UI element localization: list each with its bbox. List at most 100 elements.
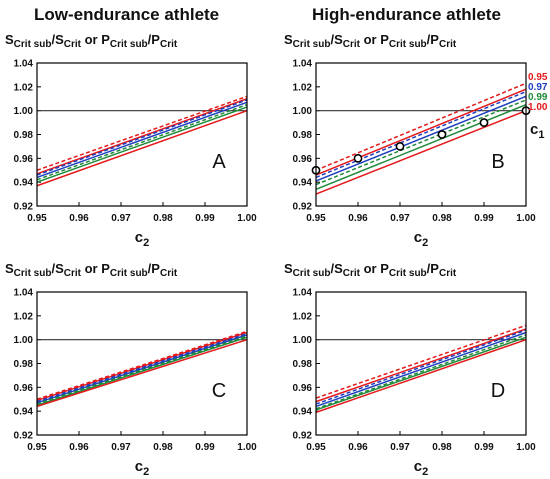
column-title-low-endurance: Low-endurance athlete <box>34 5 220 24</box>
series-line-c1_097-dashed <box>36 332 248 403</box>
x-tick-label: 0.96 <box>348 213 368 224</box>
y-axis-label-sub: Crit <box>160 39 178 50</box>
series-line-c1_097-dashed <box>315 329 527 405</box>
x-tick-label: 0.99 <box>474 213 494 224</box>
series-line-c1_099-dashed <box>36 335 248 405</box>
y-axis-label-sub: Crit <box>343 268 361 279</box>
y-axis-label-d: SCrit sub/SCrit or PCrit sub/PCrit <box>284 261 457 279</box>
panel-c: SCrit sub/SCrit or PCrit sub/PCrit 0.92 0.… <box>5 261 257 478</box>
y-tick-label: 1.00 <box>293 335 313 346</box>
y-axis-label-part: or P <box>81 261 110 276</box>
y-tick-label: 0.92 <box>293 431 313 442</box>
y-axis-label-part: /S <box>51 32 64 47</box>
series-line-c1_095-dashed <box>36 330 248 400</box>
x-tick-label: 0.96 <box>348 442 368 453</box>
x-tick-label: 0.97 <box>390 442 410 453</box>
y-tick-label: 0.98 <box>293 359 313 370</box>
y-tick-label: 0.92 <box>14 202 34 213</box>
y-tick-label: 0.96 <box>14 154 34 165</box>
x-axis-label-part: c <box>135 458 143 475</box>
y-axis-label-part: /P <box>427 32 440 47</box>
y-axis-label-part: /P <box>148 32 161 47</box>
series-line-c1_097-solid <box>36 334 248 404</box>
plot-frame-a <box>36 62 248 207</box>
panel-a: SCrit sub/SCrit or PCrit sub/PCrit0.920.… <box>5 32 257 249</box>
y-tick-label: 1.02 <box>293 82 313 93</box>
y-tick-label: 1.00 <box>14 335 34 346</box>
y-tick-label: 1.04 <box>293 59 313 70</box>
y-tick-label: 0.94 <box>293 407 313 418</box>
y-axis-label-sub: Crit sub <box>293 268 331 279</box>
x-tick-label: 0.99 <box>195 442 215 453</box>
series-line-c1_100-solid <box>36 338 248 408</box>
series-line-c1_099-dashed <box>315 99 527 186</box>
y-axis-label-part: S <box>5 32 14 47</box>
legend-item-095: 0.95 <box>528 72 548 83</box>
plot-frame-c <box>36 291 248 436</box>
x-tick-label: 0.99 <box>195 213 215 224</box>
series-line-c1_099-solid <box>315 104 527 191</box>
x-axis-label-part: c <box>414 458 422 475</box>
legend-title-part: c <box>530 121 538 138</box>
y-tick-label: 0.94 <box>293 178 313 189</box>
x-axis-label-d: c2 <box>414 458 428 478</box>
y-axis-label-sub: Crit sub <box>14 268 52 279</box>
x-axis-label-sub: 2 <box>143 466 149 478</box>
series-line-c1_100-solid <box>36 109 248 187</box>
x-tick-label: 0.99 <box>474 442 494 453</box>
y-axis-label-a: SCrit sub/SCrit or PCrit sub/PCrit <box>5 32 178 50</box>
y-tick-label: 0.96 <box>293 383 313 394</box>
legend-item-100: 1.00 <box>528 102 548 113</box>
x-tick-label: 0.95 <box>306 442 326 453</box>
x-tick-label: 0.98 <box>153 213 173 224</box>
y-tick-label: 0.98 <box>293 130 313 141</box>
panel-b: SCrit sub/SCrit or PCrit sub/PCrit0.920.… <box>284 32 548 249</box>
y-tick-label: 0.92 <box>14 431 34 442</box>
y-tick-label: 0.94 <box>14 407 34 418</box>
y-axis-label-sub: Crit sub <box>389 39 427 50</box>
x-tick-label: 1.00 <box>237 442 257 453</box>
x-axis-label-a: c2 <box>135 229 149 249</box>
panel-d: SCrit sub/SCrit or PCrit sub/PCrit0.920.… <box>284 261 536 478</box>
series-line-c1_099-dashed <box>36 104 248 181</box>
series-line-c1_100-solid <box>315 338 527 414</box>
y-axis-label-part: /S <box>51 261 64 276</box>
y-tick-label: 0.92 <box>293 202 313 213</box>
y-axis-label-sub: Crit <box>439 39 457 50</box>
y-axis-label-sub: Crit <box>160 268 178 279</box>
y-axis-label-part: or P <box>360 261 389 276</box>
y-axis-label-sub: Crit <box>64 268 82 279</box>
y-axis-label-sub: Crit <box>439 268 457 279</box>
y-tick-label: 1.00 <box>293 106 313 117</box>
x-tick-label: 0.98 <box>432 213 452 224</box>
series-line-c1_099-solid <box>36 106 248 183</box>
y-axis-label-part: /S <box>330 32 343 47</box>
x-axis-label-part: c <box>414 229 422 246</box>
series-line-c1_099-solid <box>315 336 527 411</box>
series-line-c1_097-solid <box>315 95 527 182</box>
x-axis-label-sub: 2 <box>422 466 428 478</box>
data-point <box>437 130 447 139</box>
x-tick-label: 0.95 <box>27 213 47 224</box>
panel-letter-b: B <box>491 151 504 173</box>
series-line-c1_099-solid <box>36 336 248 406</box>
y-tick-label: 0.96 <box>14 383 34 394</box>
y-axis-label-c: SCrit sub/SCrit or PCrit sub/PCrit <box>5 261 178 279</box>
y-axis-label-b: SCrit sub/SCrit or PCrit sub/PCrit <box>284 32 457 50</box>
plot-frame-b <box>315 62 527 207</box>
x-tick-label: 1.00 <box>516 442 536 453</box>
y-tick-label: 1.02 <box>14 311 34 322</box>
y-axis-label-sub: Crit <box>343 39 361 50</box>
data-point <box>395 142 405 151</box>
y-axis-label-sub: Crit sub <box>110 39 148 50</box>
x-tick-label: 0.95 <box>306 213 326 224</box>
legend-item-099: 0.99 <box>528 92 548 103</box>
series-line-c1_095-dashed <box>36 95 248 171</box>
y-axis-label-sub: Crit sub <box>110 268 148 279</box>
y-tick-label: 1.02 <box>14 82 34 93</box>
y-tick-label: 1.04 <box>14 288 34 299</box>
panel-letter-d: D <box>491 380 505 402</box>
data-point <box>353 153 363 163</box>
y-tick-label: 0.96 <box>293 154 313 165</box>
